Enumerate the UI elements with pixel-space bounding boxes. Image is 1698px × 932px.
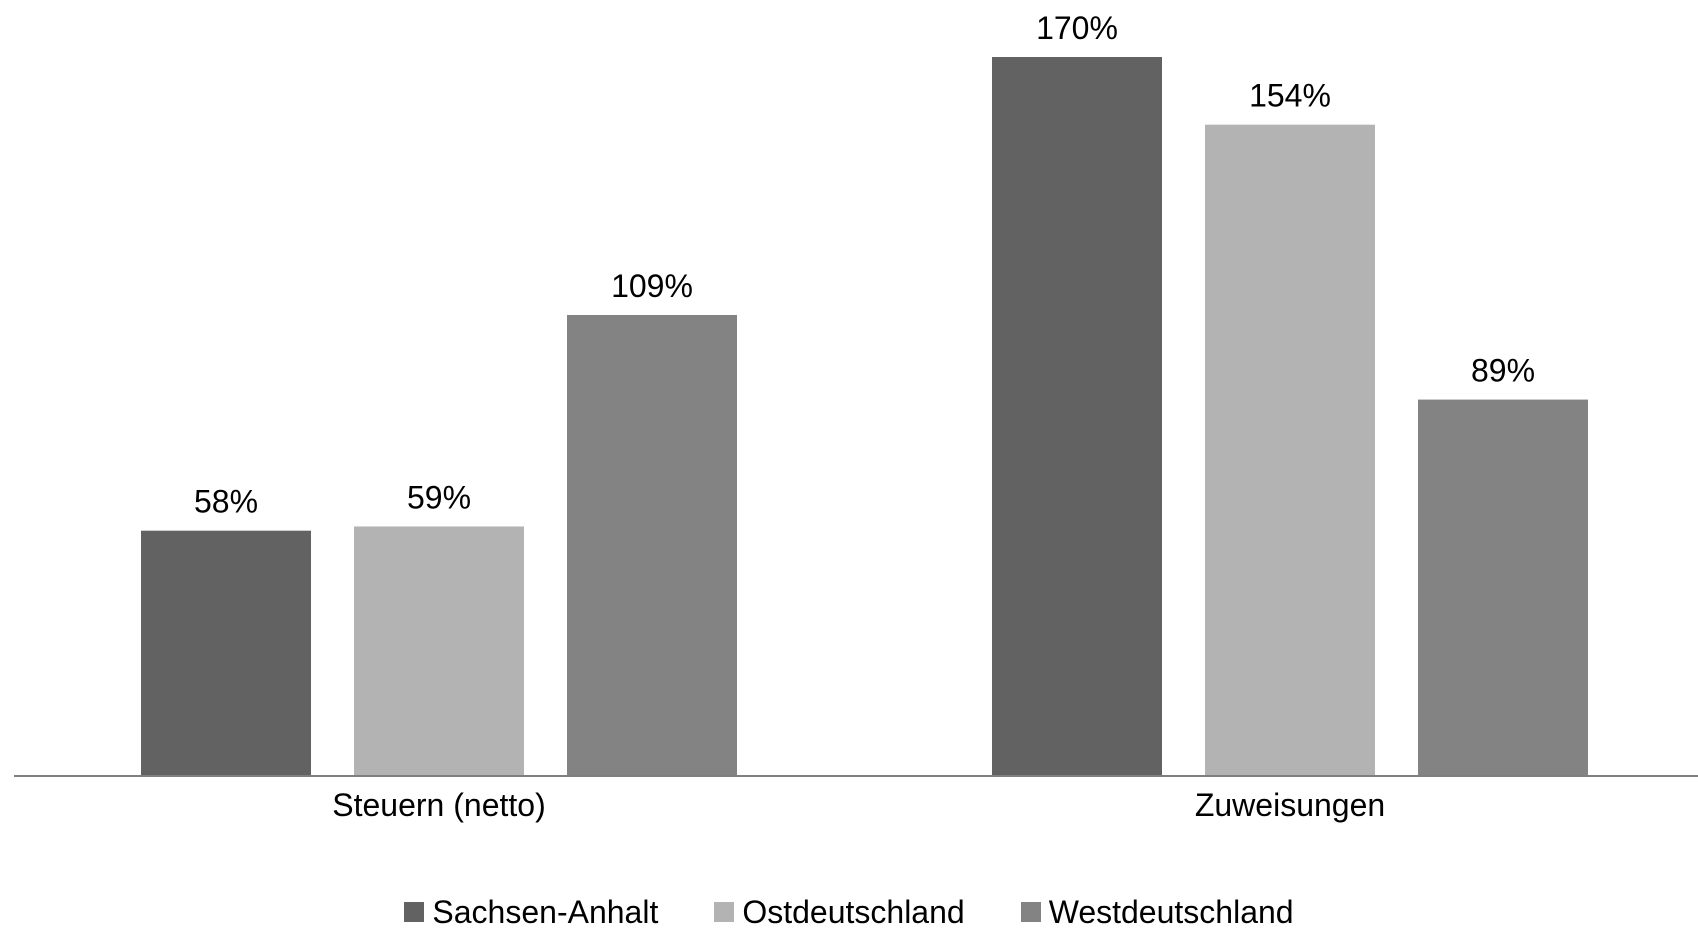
legend-label: Westdeutschland [1048, 894, 1294, 930]
legend-item: Sachsen-Anhalt [404, 892, 658, 932]
bar-0-0 [141, 530, 311, 776]
legend-item: Ostdeutschland [714, 892, 965, 932]
value-label: 58% [194, 484, 258, 520]
category-labels-group: Steuern (netto) Zuweisungen [332, 787, 1385, 823]
bar-1-0 [992, 57, 1162, 776]
bars-group [141, 57, 1588, 776]
value-labels-group: 58% 59% 109% 170% 154% 89% [194, 10, 1535, 520]
bar-1-1 [1205, 124, 1375, 776]
value-label: 59% [407, 479, 471, 515]
value-label: 170% [1036, 10, 1118, 46]
legend-label: Sachsen-Anhalt [432, 894, 659, 930]
bar-chart: 58% 59% 109% 170% 154% 89% Steuern (netto) Zuw… [14, 10, 1698, 823]
category-label: Steuern (netto) [332, 787, 545, 823]
legend-swatch [404, 902, 425, 922]
value-label: 89% [1471, 353, 1535, 389]
legend-label: Ostdeutschland [742, 894, 965, 930]
bar-0-2 [567, 314, 737, 776]
value-label: 109% [611, 268, 693, 304]
value-label: 154% [1249, 78, 1331, 114]
category-label: Zuweisungen [1195, 787, 1385, 823]
legend-item: Westdeutschland [1020, 892, 1294, 932]
legend-swatch [714, 902, 735, 922]
bar-1-2 [1418, 399, 1588, 776]
bar-0-1 [354, 526, 524, 776]
legend-swatch [1020, 902, 1041, 922]
legend: Sachsen-Anhalt Ostdeutschland Westdeutschl… [0, 892, 1698, 932]
